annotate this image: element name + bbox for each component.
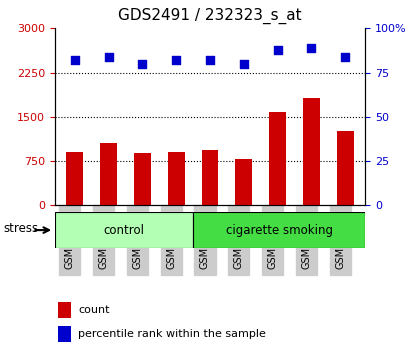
Text: percentile rank within the sample: percentile rank within the sample — [78, 329, 266, 339]
Bar — [269, 112, 286, 205]
Point — [139, 61, 146, 67]
Point — [105, 54, 112, 59]
Point — [173, 57, 180, 63]
Title: GDS2491 / 232323_s_at: GDS2491 / 232323_s_at — [118, 8, 302, 24]
Bar — [337, 131, 354, 205]
Bar — [303, 98, 320, 205]
Bar — [168, 152, 185, 205]
Bar — [58, 326, 71, 342]
FancyBboxPatch shape — [193, 212, 365, 248]
Point — [274, 47, 281, 52]
Text: control: control — [103, 224, 144, 236]
FancyBboxPatch shape — [55, 212, 193, 248]
Bar — [100, 143, 117, 205]
Point — [342, 54, 349, 59]
Bar — [235, 159, 252, 205]
Text: stress: stress — [3, 222, 38, 235]
Bar — [58, 302, 71, 318]
Bar — [202, 150, 218, 205]
Text: count: count — [78, 305, 110, 315]
Bar — [66, 152, 83, 205]
Text: cigarette smoking: cigarette smoking — [226, 224, 333, 236]
Bar — [134, 153, 151, 205]
Point — [308, 45, 315, 51]
Point — [207, 57, 213, 63]
Point — [71, 57, 78, 63]
Point — [240, 61, 247, 67]
